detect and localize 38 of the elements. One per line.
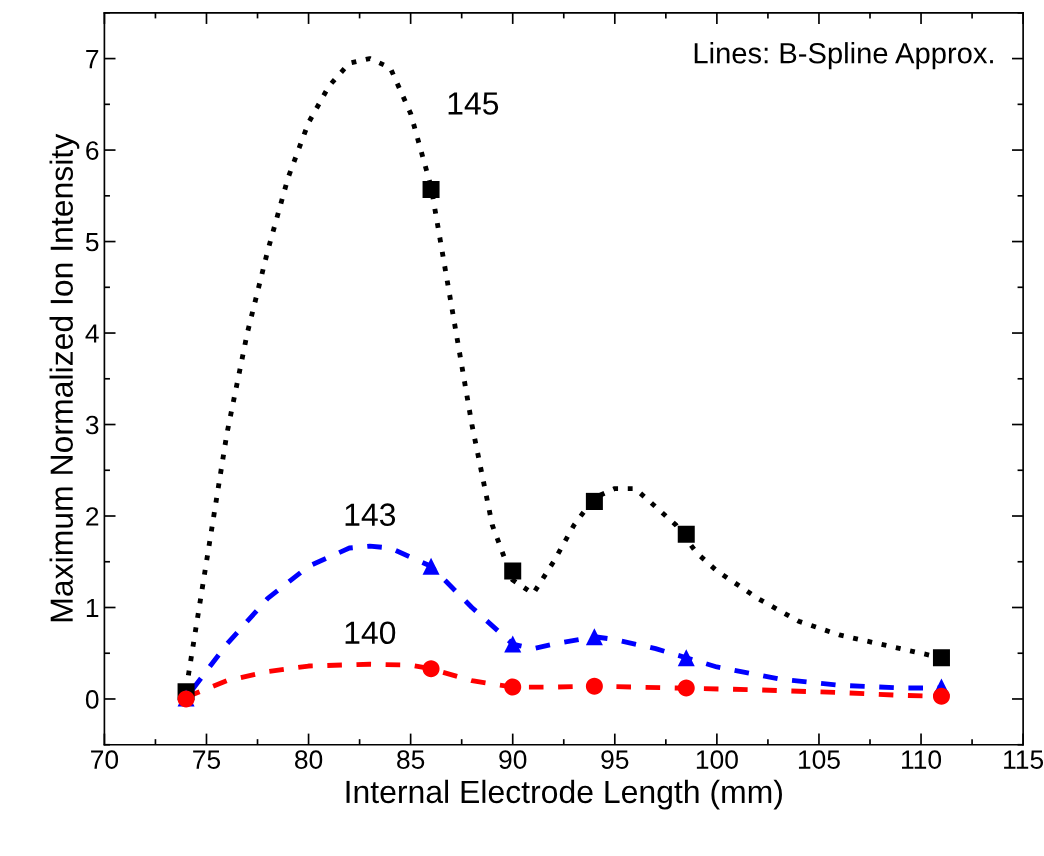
point [932,687,950,705]
point [504,678,522,696]
point [585,677,603,695]
annotation: Lines: B-Spline Approx. [694,42,993,70]
y-tick-label: 3 [85,415,99,435]
point [504,562,522,580]
y-axis-title: Maximum Normalized Ion Intensity [49,133,80,622]
x-tick-label: 75 [193,750,221,769]
point [585,628,603,646]
y-tick-label: 0 [85,690,99,709]
point [422,180,440,198]
x-tick-label: 110 [902,750,942,769]
x-tick-label: 105 [798,750,840,769]
y-tick-label: 2 [86,507,99,526]
y-tick-label: 6 [86,141,99,160]
x-tick-label: 95 [601,750,629,769]
point [422,660,440,678]
point [504,635,522,653]
point [585,492,603,510]
y-tick-label: 1 [86,598,99,618]
x-tick-label: 80 [295,750,323,769]
y-tick-label: 5 [85,232,99,252]
point [677,679,695,697]
y-tick-label: 4 [85,324,99,343]
series-label: 143 [345,503,396,526]
point [677,649,695,667]
point [932,649,950,667]
series-label: 140 [345,621,396,645]
x-tick-label: 70 [91,750,119,769]
x-tick-label: 85 [397,750,425,769]
series-label: 145 [448,92,499,115]
x-tick-label: 100 [696,750,738,769]
point [677,525,695,543]
x-tick-label: 90 [499,750,527,769]
y-tick-label: 7 [86,49,99,69]
x-axis-title: Internal Electrode Length (mm) [346,779,782,810]
point [422,557,440,575]
x-tick-label: 115 [1004,750,1044,769]
